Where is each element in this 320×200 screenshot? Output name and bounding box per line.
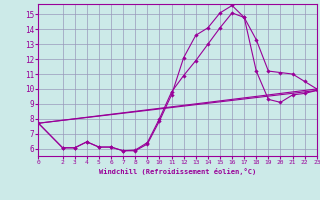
X-axis label: Windchill (Refroidissement éolien,°C): Windchill (Refroidissement éolien,°C) [99, 168, 256, 175]
